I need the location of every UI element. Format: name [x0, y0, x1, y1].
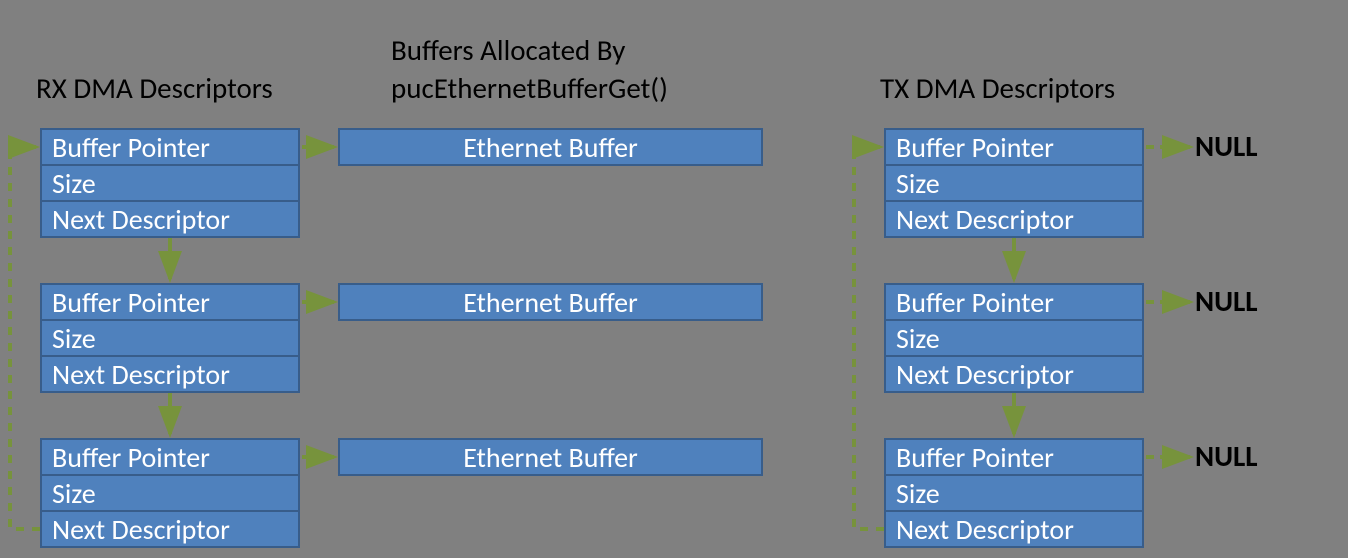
rx1-buffer-pointer: Buffer Pointer — [40, 283, 300, 321]
rx-heading: RX DMA Descriptors — [36, 70, 273, 106]
tx0-next: Next Descriptor — [884, 200, 1144, 238]
tx2-size: Size — [884, 474, 1144, 512]
rx2-buffer-pointer: Buffer Pointer — [40, 438, 300, 476]
tx1-size: Size — [884, 319, 1144, 357]
null-0: NULL — [1195, 128, 1258, 164]
tx2-buffer-pointer: Buffer Pointer — [884, 438, 1144, 476]
tx1-next: Next Descriptor — [884, 355, 1144, 393]
rx0-buffer-pointer: Buffer Pointer — [40, 128, 300, 166]
rx0-next: Next Descriptor — [40, 200, 300, 238]
rx1-size: Size — [40, 319, 300, 357]
null-1: NULL — [1195, 283, 1258, 319]
rx2-next: Next Descriptor — [40, 510, 300, 548]
tx-heading: TX DMA Descriptors — [880, 70, 1115, 106]
rx0-size: Size — [40, 164, 300, 202]
ethernet-buffer-2: Ethernet Buffer — [338, 438, 763, 476]
tx0-size: Size — [884, 164, 1144, 202]
ethernet-buffer-0: Ethernet Buffer — [338, 128, 763, 166]
tx2-next: Next Descriptor — [884, 510, 1144, 548]
tx0-buffer-pointer: Buffer Pointer — [884, 128, 1144, 166]
rx2-size: Size — [40, 474, 300, 512]
ethernet-buffer-1: Ethernet Buffer — [338, 283, 763, 321]
rx1-next: Next Descriptor — [40, 355, 300, 393]
middle-heading-line2: pucEthernetBufferGet() — [391, 70, 668, 106]
null-2: NULL — [1195, 438, 1258, 474]
middle-heading-line1: Buffers Allocated By — [391, 32, 625, 68]
tx1-buffer-pointer: Buffer Pointer — [884, 283, 1144, 321]
